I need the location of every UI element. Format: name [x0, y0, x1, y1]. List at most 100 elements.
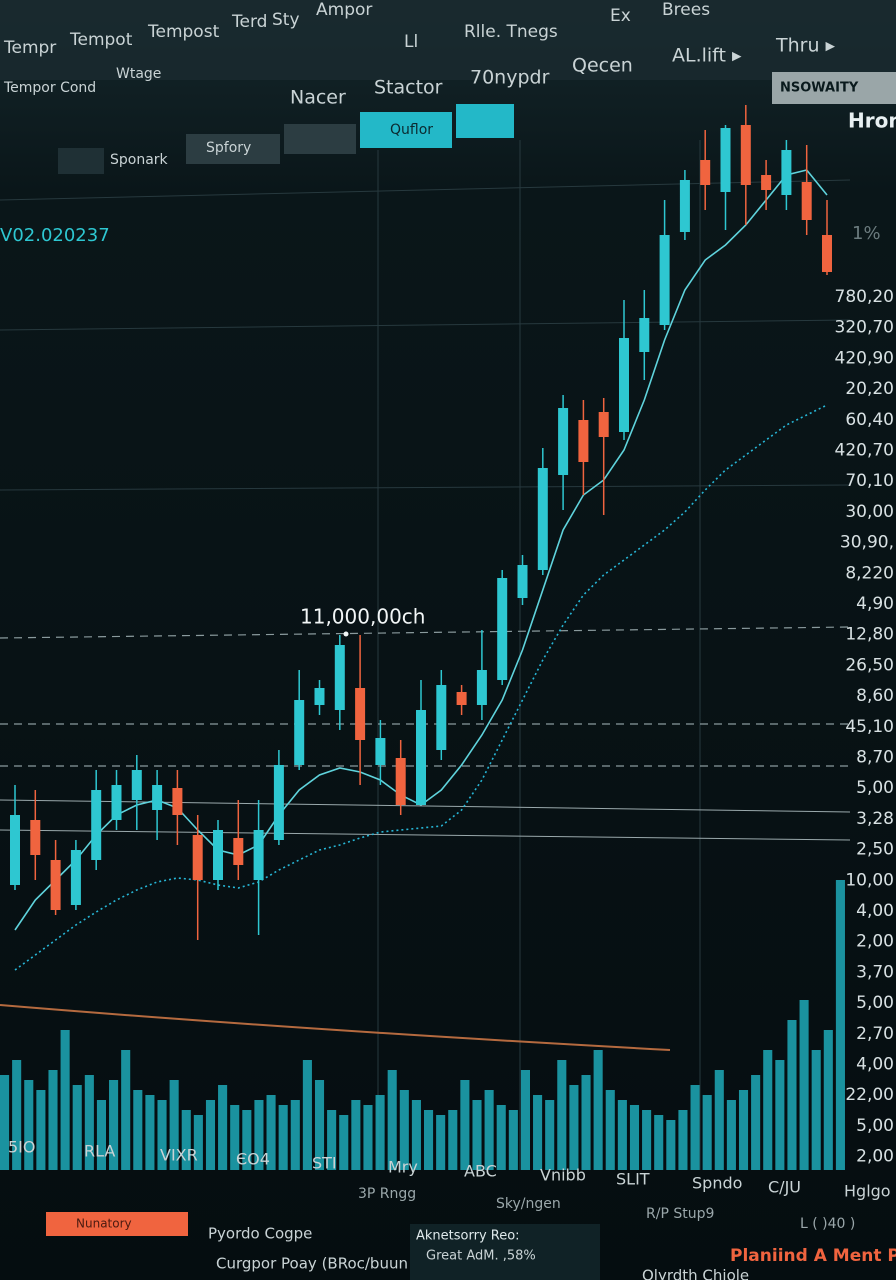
menu-item[interactable]: Brees: [662, 0, 710, 20]
panel-text: Great AdM. ,58%: [426, 1249, 536, 1264]
volume-bar: [629, 1105, 640, 1170]
menu-item[interactable]: Ll: [404, 32, 418, 52]
volume-bar: [678, 1110, 688, 1170]
candle-body: [700, 160, 711, 185]
annotation-dot: [343, 631, 349, 637]
volume-bar: [835, 880, 845, 1170]
volume-bar: [351, 1100, 361, 1170]
candle-body: [233, 838, 244, 865]
volume-bar: [666, 1120, 676, 1170]
price-label: 10,00: [845, 870, 894, 890]
volume-bar: [484, 1090, 494, 1170]
panel-title: Aknetsorry Reo:: [416, 1229, 520, 1244]
button[interactable]: [58, 148, 104, 174]
price-label: 2,00: [856, 1147, 894, 1167]
badge: NSOWAITY: [780, 81, 859, 96]
volume-bar: [327, 1110, 337, 1170]
candle-body: [131, 770, 142, 800]
x-label: RLA: [84, 1142, 115, 1161]
button-active[interactable]: [456, 104, 514, 138]
volume-bar: [496, 1105, 506, 1170]
button-label[interactable]: Spfory: [206, 140, 251, 156]
button-label[interactable]: Sponark: [110, 152, 169, 168]
x-label: Mry: [388, 1158, 418, 1177]
candle-body: [598, 412, 609, 437]
tab[interactable]: Stactor: [374, 77, 443, 99]
volume-bar: [375, 1095, 385, 1170]
x-label: Spndo: [692, 1174, 742, 1193]
menu-item[interactable]: Rlle. Tnegs: [464, 22, 558, 42]
volume-bar: [12, 1060, 22, 1170]
price-label: 5,00: [856, 993, 894, 1013]
volume-bar: [230, 1105, 240, 1170]
price-label: 5,00: [856, 1116, 894, 1136]
volume-bar: [726, 1100, 736, 1170]
x-label: ABC: [464, 1162, 497, 1181]
footer-text: Pyordo Cogpe: [208, 1225, 312, 1243]
volume-bar: [266, 1095, 276, 1170]
menu-item[interactable]: Terd: [231, 12, 267, 32]
button-label[interactable]: Nunatory: [76, 1217, 132, 1231]
candle-body: [456, 692, 467, 705]
candle-body: [781, 150, 792, 195]
side-title: Hron: [848, 109, 896, 133]
candle-body: [355, 688, 366, 740]
volume-bar: [121, 1050, 131, 1170]
volume-bar: [823, 1030, 833, 1170]
volume-bar: [363, 1105, 373, 1170]
volume-bar: [242, 1110, 252, 1170]
volume-bar: [569, 1085, 579, 1170]
menu-item[interactable]: Tempot: [69, 30, 133, 50]
volume-bar: [714, 1070, 724, 1170]
menu-item[interactable]: Tempost: [147, 22, 220, 42]
candle-body: [822, 235, 832, 272]
x-label: 5IO: [8, 1138, 36, 1157]
price-label: 45,10: [845, 717, 894, 737]
price-label: 70,10: [845, 471, 894, 491]
volume-bar: [24, 1080, 34, 1170]
menu-item[interactable]: Ex: [610, 6, 631, 26]
header: Tempr Tempot Tempost Terd Sty Ampor Ex B…: [0, 0, 896, 246]
side-percent: 1%: [852, 223, 881, 244]
tab[interactable]: AL.lift ▸: [672, 45, 742, 67]
volume-bar: [399, 1090, 409, 1170]
menu-item[interactable]: Ampor: [316, 0, 372, 20]
menu-item[interactable]: Tempor Cond: [3, 80, 96, 96]
candle-body: [416, 710, 426, 805]
price-label: 4,00: [856, 901, 894, 921]
x-label: VIXR: [160, 1146, 198, 1165]
button[interactable]: [284, 124, 356, 154]
candle-body: [253, 830, 264, 880]
candle-body: [639, 318, 650, 352]
button-label[interactable]: Quflor: [390, 122, 433, 138]
volume-bar: [424, 1110, 434, 1170]
x-sublabel: 3P Rngg: [358, 1186, 416, 1202]
x-sublabel: L ( )40 ): [800, 1216, 855, 1232]
menu-item[interactable]: Sty: [272, 10, 300, 30]
button[interactable]: [186, 134, 280, 164]
candle-body: [476, 670, 487, 705]
candle-body: [436, 685, 447, 750]
menu-item[interactable]: Tempr: [3, 38, 56, 58]
price-label: 8,220: [845, 563, 894, 583]
price-label: 4,90: [856, 594, 894, 614]
menu-item[interactable]: Wtage: [116, 66, 161, 82]
tab[interactable]: Thru ▸: [775, 35, 836, 57]
volume-bar: [436, 1115, 446, 1170]
candle-body: [91, 790, 102, 860]
button-orange[interactable]: [46, 1212, 188, 1236]
candle-body: [375, 738, 386, 765]
level-line: [0, 626, 851, 639]
tab[interactable]: Nacer: [290, 87, 346, 109]
tab[interactable]: Qecen: [572, 55, 633, 77]
button-active[interactable]: [360, 112, 452, 148]
price-label: 420,70: [835, 441, 894, 461]
chart: 11,000,00ch 780,20 320,70 420,90 20,20 60,40 4…: [0, 105, 894, 1232]
x-label: ЄO4: [236, 1150, 270, 1169]
tab[interactable]: 70nypdr: [470, 67, 550, 89]
candle-body: [517, 565, 528, 598]
volume-bar: [36, 1090, 46, 1170]
volume-bar: [411, 1100, 421, 1170]
price-label: 780,20: [835, 287, 894, 307]
candle-body: [10, 815, 20, 885]
